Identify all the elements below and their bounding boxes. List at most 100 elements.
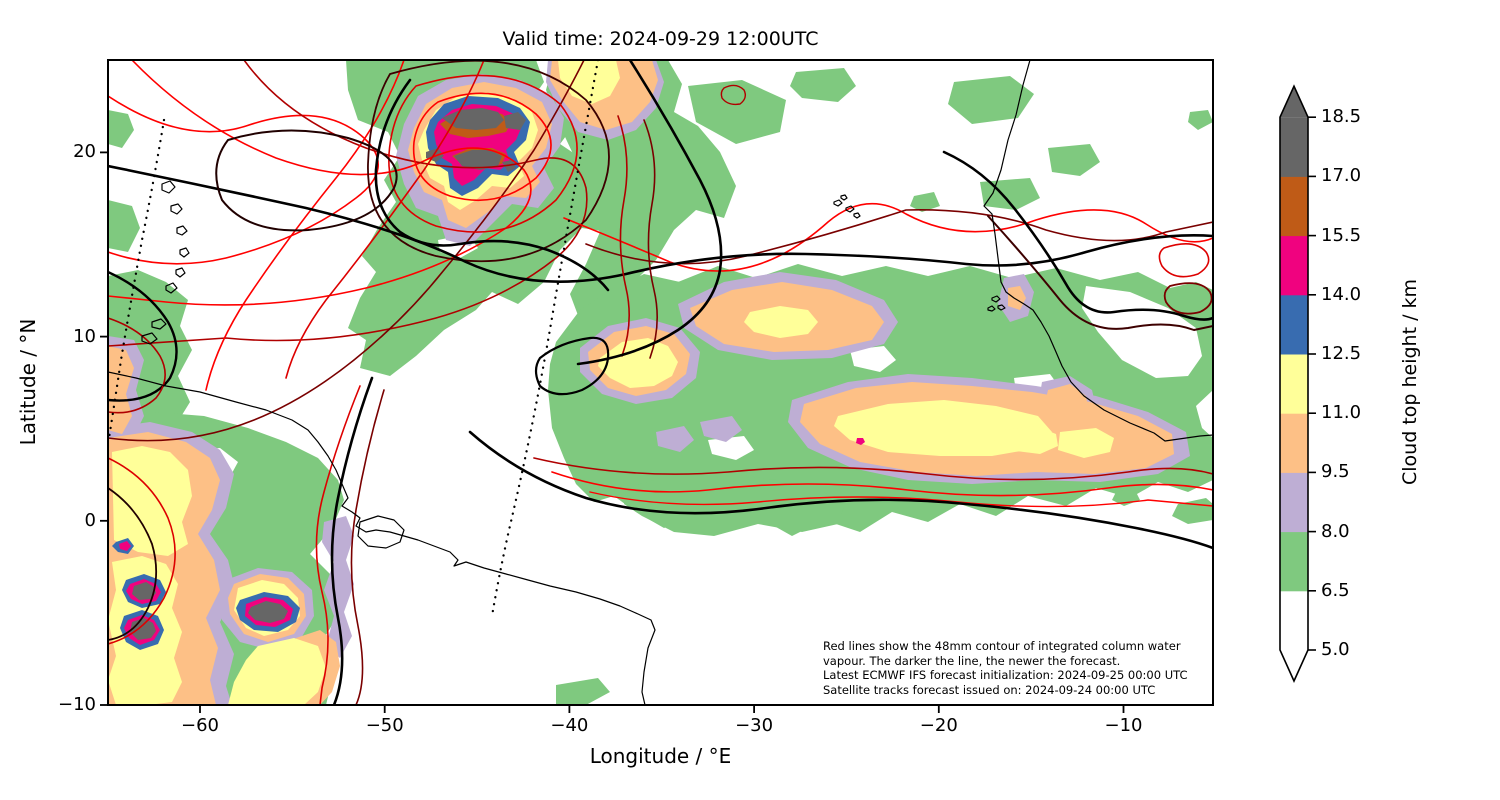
colorbar-segment	[1280, 117, 1308, 177]
cloud-green-blob	[1172, 498, 1213, 524]
y-tick-label: −10	[58, 694, 96, 715]
y-tick-label: 10	[73, 325, 96, 347]
colorbar-tick-label: 15.5	[1321, 224, 1362, 246]
colorbar-segment	[1280, 235, 1308, 296]
map-plot-area	[108, 60, 1213, 705]
cloud-gray-overshoot	[454, 150, 502, 170]
plot-frame	[107, 59, 1214, 706]
cloud-magenta-core	[119, 541, 131, 551]
annotation-line: vapour. The darker the line, the newer t…	[823, 653, 1121, 668]
west-africa-coastline	[983, 60, 1213, 442]
clear-hole-sahel	[1082, 286, 1202, 378]
colorbar-over-arrow	[1280, 86, 1308, 118]
cloud-lavender-finger	[656, 426, 694, 452]
x-axis-label: Longitude / °E	[589, 744, 732, 768]
iwv-48mm-contour-oldest	[108, 95, 379, 265]
iwv-48mm-contour-latest	[330, 376, 374, 705]
iwv-48mm-contour-latest	[576, 60, 723, 366]
iwv-48mm-contour-newer	[643, 119, 658, 359]
iwv-48mm-contour-mid	[108, 60, 588, 347]
y-tick-label: 20	[73, 141, 96, 163]
colorbar-segment	[1280, 294, 1308, 355]
cloud-gray-core	[130, 618, 156, 640]
iwv-48mm-contour-latest	[468, 430, 1213, 550]
antilles-island	[165, 282, 178, 294]
iwv-48mm-contour-latest	[374, 78, 610, 292]
iwv-48mm-contour-newer	[108, 60, 585, 442]
iwv-48mm-loop	[215, 129, 398, 232]
colorbar-tick-label: 12.5	[1321, 343, 1362, 364]
colorbar-tick-label: 14.0	[1321, 283, 1362, 305]
colorbar-tick-label: 11.0	[1321, 402, 1362, 424]
cloud-green-left-edge	[108, 200, 140, 252]
iwv-48mm-loop	[108, 487, 158, 641]
bissau-island	[987, 305, 996, 312]
bissau-island	[991, 295, 1001, 303]
annotation-line: Red lines show the 48mm contour of integ…	[823, 639, 1181, 653]
iwv-48mm-contour-oldest	[551, 471, 1213, 497]
x-tick-label: −50	[365, 715, 404, 736]
cloud-green-blob	[790, 68, 856, 102]
colorbar-tick-label: 5.0	[1321, 639, 1350, 660]
cloud-yellow-sa	[228, 638, 326, 705]
annotation-text: Red lines show the 48mm contour of integ…	[823, 639, 1213, 698]
marajo-island-coastline	[357, 515, 405, 549]
antilles-island	[176, 225, 188, 236]
iwv-48mm-loop	[720, 84, 747, 106]
iwv-48mm-contour-mid	[533, 457, 1213, 481]
antilles-island	[179, 247, 190, 258]
trinidad-island	[141, 332, 158, 345]
iwv-48mm-contour-oldest	[108, 60, 532, 306]
cloud-green-blob	[1048, 144, 1100, 176]
axis-tick-marks	[100, 151, 1125, 713]
x-tick-label: −60	[181, 715, 219, 736]
cloud-yellow-core	[994, 426, 1058, 454]
cape-verde-island	[853, 212, 861, 219]
iwv-48mm-cyclone-loop	[367, 60, 610, 263]
colorbar-segment	[1280, 472, 1308, 533]
cloud-green-blob	[688, 80, 786, 144]
cloud-green-blob	[556, 678, 610, 705]
iwv-48mm-cyclone-loop	[412, 92, 552, 202]
cloud-green-blob	[1188, 110, 1213, 130]
cloud-yellow-ne	[558, 60, 620, 104]
cloud-yellow-core	[744, 306, 818, 338]
cloud-gray-overshoot	[504, 112, 526, 130]
iwv-48mm-contour-oldest	[589, 491, 1213, 508]
x-tick-label: −30	[735, 715, 774, 736]
iwv-48mm-contour-mid	[617, 115, 630, 357]
x-tick-label: −20	[919, 715, 958, 736]
colorbar-segment	[1280, 590, 1308, 651]
x-tick-label: −10	[1104, 715, 1143, 736]
cloud-yellow-core	[1058, 428, 1114, 458]
y-tick-label: 0	[84, 509, 96, 531]
plot-title: Valid time: 2024-09-29 12:00UTC	[502, 28, 819, 50]
annotation-line: Latest ECMWF IFS forecast initialization…	[823, 668, 1188, 683]
antilles-island	[161, 180, 176, 194]
iwv-48mm-contour-mid	[108, 317, 166, 414]
clear-hole	[708, 436, 754, 460]
satellite-track-1	[490, 60, 600, 618]
bissau-island	[997, 304, 1006, 311]
cloud-yellow-core	[598, 338, 678, 388]
iwv-48mm-contour-old	[315, 385, 361, 705]
cloud-orange-africa	[1008, 286, 1026, 310]
colorbar-segment	[1280, 176, 1308, 237]
cape-verde-island	[840, 194, 848, 201]
iwv-48mm-loop	[108, 457, 176, 645]
satellite-track-2	[108, 118, 166, 440]
cloud-green-blob	[948, 76, 1034, 124]
iwv-48mm-contour-newer	[350, 389, 385, 705]
cloud-green-blob	[910, 192, 940, 212]
antilles-island	[175, 267, 186, 278]
trinidad-island	[151, 318, 167, 330]
iwv-48mm-loop	[1158, 243, 1210, 278]
iwv-48mm-cyclone-loop	[388, 74, 578, 233]
colorbar-under-arrow	[1280, 650, 1308, 681]
colorbar	[1279, 84, 1316, 683]
colorbar-tick-label: 17.0	[1321, 165, 1362, 187]
colorbar-label: Cloud top height / km	[1399, 278, 1421, 486]
cloud-magenta-dot	[856, 438, 865, 445]
